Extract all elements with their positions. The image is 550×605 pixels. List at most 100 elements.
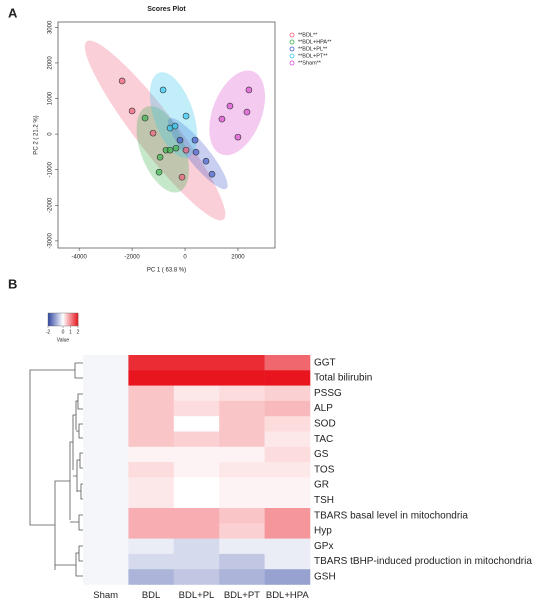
colorbar-step [69,313,71,326]
colorbar-step [54,313,56,326]
heatmap-cell [173,400,220,417]
point [128,107,136,115]
heatmap-cell [128,477,175,493]
colorbar-step [74,313,76,326]
legend-label: **BDL+PT** [298,53,328,59]
heatmap-cell [219,416,265,432]
heatmap-cell [83,370,129,386]
colorbar-step [63,313,65,326]
heatmap-cell [264,477,311,493]
colorbar-step [68,313,70,326]
heatmap-cell [264,492,311,509]
colorbar-step [73,313,75,326]
point [141,114,149,122]
heatmap-cell [219,553,265,570]
heatmap-cell [128,446,175,463]
heatmap-cell [219,446,265,463]
row-label: SOD [314,418,336,429]
heatmap-cell [173,492,220,509]
heatmap-cell [128,462,175,478]
colorbar-step [67,313,69,326]
heatmap-cell [173,523,220,539]
heatmap-cell [264,370,311,386]
heatmap-cell [83,523,129,539]
colorbar-step [53,313,55,326]
point [226,102,234,110]
heatmap-cell [264,553,311,570]
legend-marker [289,32,295,38]
row-label: TBARS basal level in mitochondria [314,510,468,521]
heatmap-cell [128,523,175,539]
heatmap-cell [219,477,265,493]
point [156,153,164,161]
point [191,136,199,144]
heatmap-cell [219,462,265,478]
point [155,168,163,176]
heatmap-cell [219,569,265,585]
row-label: GR [314,480,329,491]
heatmap-cell [219,400,265,417]
colorbar-step [77,313,79,326]
heatmap-cell [173,431,220,448]
heatmap-cell [83,462,129,478]
column-label: BDL+HPA [266,590,310,601]
point [208,170,216,178]
colorbar-step [75,313,77,326]
row-label: GS [314,449,329,460]
heatmap-cell [264,538,311,555]
point [149,129,157,137]
row-label: TBARS tBHP-induced production in mitocho… [314,556,532,567]
heatmap-cell [173,553,220,570]
heatmap-cell [83,385,129,402]
y-tick-label: 0 [48,132,54,136]
heatmap-cell [83,538,129,555]
point [118,77,126,85]
heatmap-cell [219,538,265,555]
colorbar-step [71,313,73,326]
confidence-ellipse [209,70,265,156]
point [172,144,180,152]
heatmap-cell [83,508,129,524]
heatmap-cell [83,477,129,493]
confidence-ellipse [84,40,226,221]
legend-label: **BDL+PL** [298,46,328,52]
y-tick-label: -2000 [48,197,54,213]
colorbar-tick-label: 1 [69,329,72,335]
heatmap-cell [83,446,129,463]
row-label: GGT [314,357,336,368]
heatmap-cell [128,538,175,555]
heatmap-cell [128,400,175,417]
heatmap-cell [173,538,220,555]
heatmap-cell [173,370,220,386]
legend-marker [289,60,295,66]
heatmap-cell [173,569,220,585]
colorbar-step [61,313,63,326]
ellipses [84,40,265,221]
heatmap-cell [128,508,175,524]
x-tick-label: -4000 [71,255,87,261]
point [245,86,253,94]
y-tick-label: 3000 [48,20,54,34]
heatmap-cell [264,462,311,478]
row-label: TAC [314,434,333,445]
plot-frame [57,21,276,249]
point [243,108,251,116]
colorbar-step [50,313,52,326]
heatmap-cell [173,508,220,524]
y-tick-label: 2000 [48,56,54,70]
panel-label: B [8,276,17,291]
heatmap-cell [83,416,129,432]
row-label: GSH [314,571,336,582]
row-label: Total bilirubin [314,373,372,384]
chart-title: Scores Plot [147,6,186,13]
heatmap-cell [128,385,175,402]
heatmap-cell [264,523,311,539]
heatmap-cell [128,492,175,509]
heatmap-cell [264,385,311,402]
point [192,148,200,156]
column-label: BDL+PL [179,590,215,601]
row-label: PSSG [314,388,342,399]
heatmap-cell [128,553,175,570]
legend-label: **BDL** [298,32,318,38]
row-label: ALP [314,403,333,414]
